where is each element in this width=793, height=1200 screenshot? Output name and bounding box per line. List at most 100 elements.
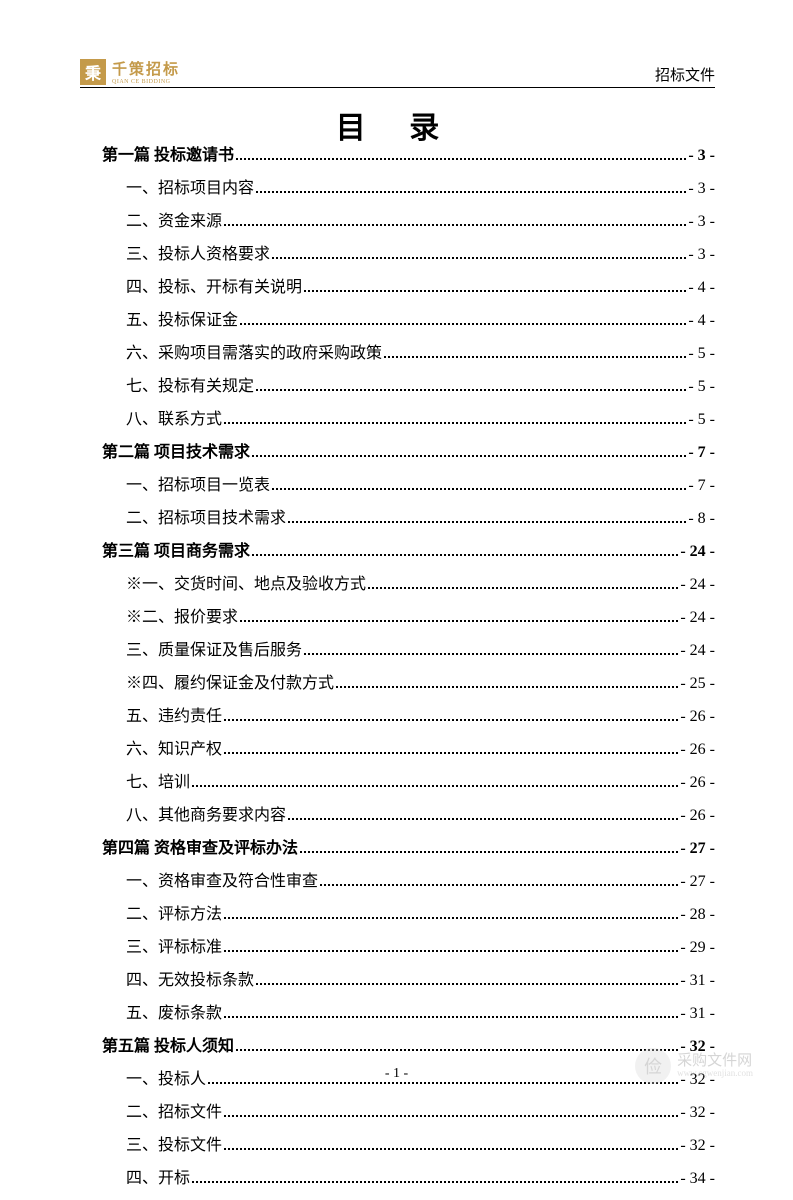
toc-row: ※四、履约保证金及付款方式- 25 - (102, 672, 715, 697)
toc-label: 二、资金来源 (102, 210, 222, 235)
toc-row: 三、质量保证及售后服务 - 24 - (102, 639, 715, 664)
toc-dots (368, 587, 678, 589)
table-of-contents: 第一篇 投标邀请书- 3 -一、招标项目内容- 3 -二、资金来源- 3 -三、… (102, 144, 715, 1200)
toc-row: 第五篇 投标人须知- 32 - (102, 1035, 715, 1060)
toc-dots (256, 983, 678, 985)
toc-page: - 24 - (680, 573, 715, 598)
toc-page: - 3 - (688, 177, 715, 202)
toc-page: - 24 - (680, 606, 715, 631)
toc-page: - 3 - (688, 210, 715, 235)
toc-dots (224, 719, 678, 721)
logo: 秉 千策招标 QIAN CE BIDDING (80, 58, 180, 85)
logo-main-text: 千策招标 (112, 58, 180, 79)
toc-page: - 24 - (680, 540, 715, 565)
toc-label: 一、招标项目一览表 (102, 474, 270, 499)
header-right-text: 招标文件 (655, 64, 715, 85)
toc-page: - 26 - (680, 804, 715, 829)
toc-row: 二、评标方法 - 28 - (102, 903, 715, 928)
toc-label: ※一、交货时间、地点及验收方式 (102, 573, 366, 598)
toc-dots (288, 818, 678, 820)
toc-page: - 5 - (688, 342, 715, 367)
toc-label: 第四篇 资格审查及评标办法 (102, 837, 298, 862)
toc-row: ※二、报价要求 - 24 - (102, 606, 715, 631)
toc-row: 一、招标项目一览表- 7 - (102, 474, 715, 499)
toc-label: 三、质量保证及售后服务 (102, 639, 302, 664)
toc-row: 二、资金来源 - 3 - (102, 210, 715, 235)
toc-dots (224, 422, 686, 424)
toc-label: ※二、报价要求 (102, 606, 238, 631)
toc-row: 四、无效投标条款- 31 - (102, 969, 715, 994)
toc-row: 一、资格审查及符合性审查- 27 - (102, 870, 715, 895)
toc-dots (252, 455, 686, 457)
logo-icon: 秉 (80, 59, 106, 85)
toc-label: 八、其他商务要求内容 (102, 804, 286, 829)
toc-row: 三、投标文件 - 32 - (102, 1134, 715, 1159)
toc-label: 三、评标标准 (102, 936, 222, 961)
toc-label: 五、违约责任 (102, 705, 222, 730)
toc-label: 四、开标 (102, 1167, 190, 1192)
toc-page: - 27 - (680, 837, 715, 862)
toc-dots (304, 653, 678, 655)
toc-label: 三、投标文件 (102, 1134, 222, 1159)
toc-label: 五、投标保证金 (102, 309, 238, 334)
toc-page: - 8 - (688, 507, 715, 532)
toc-label: 第一篇 投标邀请书 (102, 144, 234, 169)
toc-row: 第三篇 项目商务需求 - 24 - (102, 540, 715, 565)
toc-row: 第一篇 投标邀请书 - 3 - (102, 144, 715, 169)
toc-page: - 31 - (680, 1002, 715, 1027)
page-number: - 1 - (385, 1066, 408, 1081)
toc-label: ※四、履约保证金及付款方式 (102, 672, 334, 697)
toc-dots (304, 290, 686, 292)
toc-row: 七、投标有关规定- 5 - (102, 375, 715, 400)
toc-row: 二、招标项目技术需求- 8 - (102, 507, 715, 532)
toc-page: - 27 - (680, 870, 715, 895)
toc-dots (256, 191, 686, 193)
page-title: 目 录 (0, 103, 793, 147)
toc-page: - 7 - (688, 441, 715, 466)
toc-label: 八、联系方式 (102, 408, 222, 433)
toc-page: - 32 - (680, 1134, 715, 1159)
toc-dots (236, 158, 686, 160)
toc-page: - 28 - (680, 903, 715, 928)
toc-page: - 3 - (688, 243, 715, 268)
toc-dots (224, 1016, 678, 1018)
toc-dots (272, 257, 686, 259)
toc-row: 四、开标- 34 - (102, 1167, 715, 1192)
toc-label: 六、采购项目需落实的政府采购政策 (102, 342, 382, 367)
logo-text-block: 千策招标 QIAN CE BIDDING (112, 58, 180, 85)
toc-row: 五、投标保证金- 4 - (102, 309, 715, 334)
toc-label: 二、评标方法 (102, 903, 222, 928)
toc-label: 四、投标、开标有关说明 (102, 276, 302, 301)
toc-dots (192, 785, 678, 787)
toc-row: 一、招标项目内容- 3 - (102, 177, 715, 202)
watermark-sub-text: www.cgwenjian.com (677, 1069, 753, 1079)
toc-page: - 5 - (688, 375, 715, 400)
toc-row: 八、其他商务要求内容 - 26 - (102, 804, 715, 829)
logo-sub-text: QIAN CE BIDDING (112, 79, 180, 85)
toc-row: 六、知识产权- 26 - (102, 738, 715, 763)
toc-dots (224, 950, 678, 952)
toc-dots (224, 917, 678, 919)
toc-dots (240, 323, 686, 325)
toc-label: 三、投标人资格要求 (102, 243, 270, 268)
toc-page: - 26 - (680, 705, 715, 730)
toc-page: - 3 - (688, 144, 715, 169)
page-header: 秉 千策招标 QIAN CE BIDDING 招标文件 (80, 58, 715, 88)
watermark-icon: 俭 (635, 1048, 671, 1084)
toc-dots (224, 1115, 678, 1117)
toc-dots (320, 884, 678, 886)
toc-row: 五、违约责任 - 26 - (102, 705, 715, 730)
toc-label: 第二篇 项目技术需求 (102, 441, 250, 466)
toc-label: 六、知识产权 (102, 738, 222, 763)
toc-dots (252, 554, 678, 556)
toc-row: 三、评标标准- 29 - (102, 936, 715, 961)
toc-dots (224, 1148, 678, 1150)
toc-page: - 5 - (688, 408, 715, 433)
toc-row: 五、废标条款- 31 - (102, 1002, 715, 1027)
toc-dots (236, 1049, 678, 1051)
toc-dots (336, 686, 678, 688)
toc-dots (240, 620, 678, 622)
toc-page: - 24 - (680, 639, 715, 664)
toc-dots (224, 752, 678, 754)
toc-label: 第三篇 项目商务需求 (102, 540, 250, 565)
